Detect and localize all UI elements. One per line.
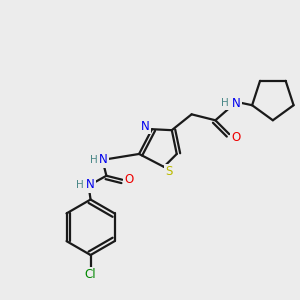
Text: S: S bbox=[165, 165, 172, 178]
Text: H: H bbox=[90, 155, 98, 165]
Text: H: H bbox=[76, 180, 83, 190]
Text: N: N bbox=[86, 178, 95, 191]
Text: O: O bbox=[232, 130, 241, 144]
Text: N: N bbox=[141, 120, 149, 133]
Text: N: N bbox=[99, 153, 108, 167]
Text: Cl: Cl bbox=[85, 268, 96, 281]
Text: H: H bbox=[221, 98, 229, 108]
Text: N: N bbox=[232, 97, 241, 110]
Text: O: O bbox=[124, 173, 134, 186]
